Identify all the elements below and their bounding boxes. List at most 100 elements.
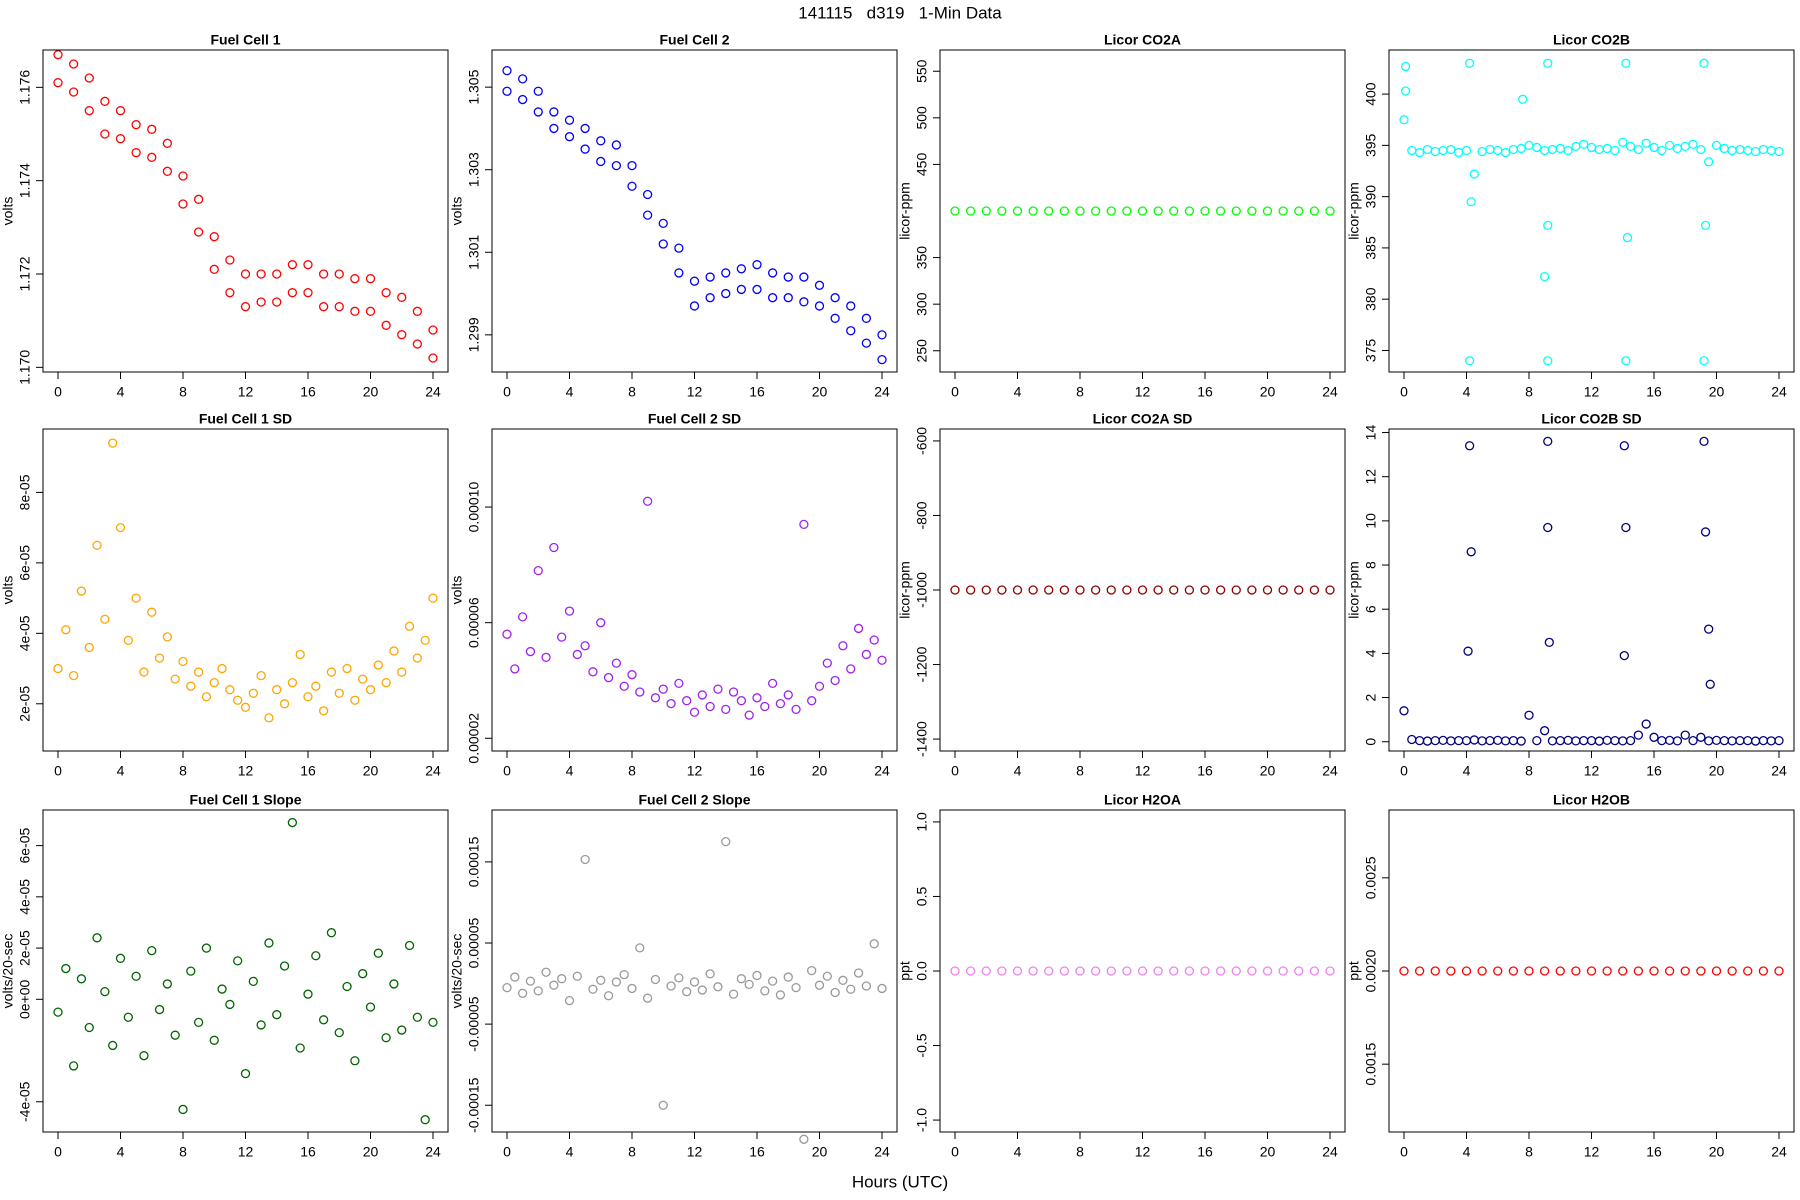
data-point <box>358 674 368 684</box>
data-point <box>428 1017 438 1028</box>
data-point <box>1571 966 1581 976</box>
data-point <box>877 983 887 994</box>
x-tick-label: 4 <box>1463 763 1471 779</box>
data-point <box>1543 220 1553 231</box>
data-point <box>1044 206 1054 216</box>
data-point <box>1122 966 1132 976</box>
y-tick-label: 8e-05 <box>17 474 33 510</box>
plot-frame <box>1388 49 1795 373</box>
data-point <box>1044 966 1054 976</box>
data-point <box>279 699 290 709</box>
data-point <box>1075 585 1085 595</box>
data-point <box>1122 206 1132 216</box>
data-point <box>807 696 817 706</box>
data-point <box>1680 730 1690 740</box>
y-axis-label: volts <box>449 197 465 226</box>
data-point <box>147 607 157 617</box>
data-point <box>635 943 645 953</box>
data-point <box>674 973 684 983</box>
x-tick-label: 16 <box>749 763 765 779</box>
data-point <box>193 194 204 204</box>
data-point <box>674 243 684 253</box>
data-point <box>162 979 173 989</box>
data-point <box>287 260 298 270</box>
data-point <box>256 670 266 681</box>
data-point <box>1215 585 1226 595</box>
data-point <box>1215 966 1226 976</box>
data-point <box>697 690 707 700</box>
data-point <box>1200 585 1210 595</box>
data-point <box>170 674 180 684</box>
data-point <box>650 974 661 985</box>
x-tick-label: 0 <box>54 384 62 400</box>
data-point <box>736 696 747 706</box>
data-point <box>1399 966 1409 976</box>
data-point <box>303 989 313 999</box>
data-point <box>358 969 368 979</box>
data-point <box>838 641 848 651</box>
y-tick-label: -4e-05 <box>17 1081 33 1122</box>
plot-frame <box>491 809 898 1133</box>
data-point <box>689 977 700 987</box>
x-tick-label: 12 <box>687 763 703 779</box>
data-point <box>830 293 840 303</box>
data-point <box>272 1010 282 1020</box>
data-point <box>1641 719 1651 729</box>
y-tick-label: 6e-05 <box>17 827 33 863</box>
data-point <box>1758 966 1769 976</box>
data-point <box>658 239 668 249</box>
data-point <box>572 649 582 660</box>
data-point <box>861 649 872 660</box>
data-point <box>240 302 251 312</box>
data-point <box>1309 966 1320 976</box>
data-point <box>1278 966 1288 976</box>
data-point <box>287 817 298 828</box>
data-point <box>596 136 606 146</box>
data-point <box>799 297 809 307</box>
data-point <box>350 306 360 316</box>
y-tick-label: 1.299 <box>466 317 482 352</box>
data-point <box>373 660 383 670</box>
y-tick-label: -0.00005 <box>466 996 482 1051</box>
data-point <box>1461 145 1472 156</box>
x-tick-label: 4 <box>117 1144 125 1160</box>
data-point <box>1184 585 1195 595</box>
data-point <box>580 854 590 865</box>
data-point <box>217 984 227 994</box>
data-point <box>154 1004 165 1015</box>
data-point <box>1466 547 1476 557</box>
data-point <box>1262 966 1273 976</box>
data-point <box>131 148 141 158</box>
data-point <box>381 678 391 688</box>
x-tick-label: 8 <box>1076 384 1084 400</box>
data-point <box>162 166 173 176</box>
data-point <box>697 985 707 995</box>
data-point <box>225 288 235 298</box>
data-point <box>549 107 559 117</box>
data-point <box>1294 966 1304 976</box>
data-point <box>853 623 864 634</box>
x-tick-label: 16 <box>749 384 765 400</box>
data-point <box>572 971 582 981</box>
data-point <box>412 1012 423 1022</box>
data-point <box>1633 144 1644 155</box>
data-point <box>1633 730 1644 740</box>
data-point <box>713 684 723 694</box>
data-point <box>1704 624 1714 634</box>
x-tick-label: 20 <box>812 763 828 779</box>
data-point <box>580 144 590 154</box>
y-tick-label: 0.0020 <box>1363 949 1379 992</box>
data-point <box>412 306 423 316</box>
data-point <box>1137 966 1148 976</box>
data-point <box>1622 233 1633 243</box>
data-point <box>517 94 528 105</box>
data-point <box>311 951 321 961</box>
data-point <box>1516 736 1526 746</box>
data-point <box>877 655 887 665</box>
y-tick-label: 390 <box>1363 185 1379 209</box>
data-point <box>84 1022 94 1033</box>
data-point <box>1700 220 1711 231</box>
x-tick-label: 8 <box>179 1144 187 1160</box>
data-point <box>1400 86 1411 96</box>
x-tick-label: 8 <box>1525 763 1533 779</box>
